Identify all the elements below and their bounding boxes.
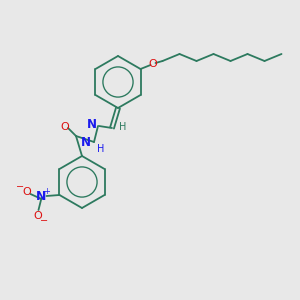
Text: H: H: [97, 144, 104, 154]
Text: N: N: [87, 118, 97, 131]
Text: +: +: [43, 188, 50, 196]
Text: −: −: [16, 182, 25, 192]
Text: N: N: [36, 190, 47, 203]
Text: N: N: [81, 136, 91, 148]
Text: O: O: [22, 187, 31, 197]
Text: −: −: [40, 216, 49, 226]
Text: H: H: [119, 122, 126, 132]
Text: O: O: [33, 211, 42, 221]
Text: O: O: [61, 122, 69, 132]
Text: O: O: [148, 59, 157, 69]
